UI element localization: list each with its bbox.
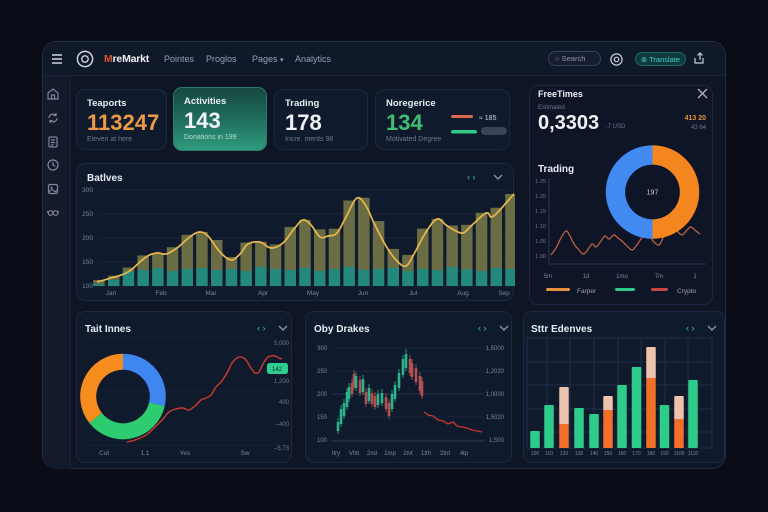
svg-text:Trading: Trading [538,164,574,175]
svg-text:FreeTimes: FreeTimes [538,89,583,99]
svg-text:Jan: Jan [106,290,117,297]
svg-text:1,200: 1,200 [274,379,290,385]
svg-text:1,500: 1,500 [489,438,505,444]
svg-text:Farper: Farper [577,288,597,295]
svg-text:142: 142 [272,367,283,373]
svg-text:1.25: 1.25 [535,179,546,185]
svg-text:–5,73: –5,73 [274,446,290,452]
svg-text:‹ ›: ‹ › [467,172,476,182]
svg-text:150: 150 [317,415,328,421]
svg-text:5m: 5m [544,274,552,280]
svg-text:,7 USD: ,7 USD [606,124,626,130]
svg-text:Oby Drakes: Oby Drakes [314,324,370,335]
svg-text:100: 100 [317,438,328,444]
svg-text:1.10: 1.10 [535,224,546,230]
svg-text:Jul: Jul [409,290,418,297]
svg-text:‹ ›: ‹ › [257,323,266,333]
svg-text:150: 150 [604,451,613,457]
svg-text:Sw: Sw [240,450,249,457]
svg-text:120: 120 [560,451,569,457]
svg-text:1110: 1110 [688,451,699,457]
svg-text:Sttr Edenves: Sttr Edenves [531,324,593,335]
svg-text:4tp: 4tp [460,451,469,457]
svg-text:160: 160 [618,451,627,457]
svg-text:1,0000: 1,0000 [486,392,505,398]
svg-text:0,3303: 0,3303 [538,112,599,134]
svg-text:1.20: 1.20 [535,194,546,200]
svg-text:‹ ›: ‹ › [478,323,487,333]
svg-text:Cut: Cut [99,450,109,457]
svg-text:300: 300 [82,187,93,194]
svg-text:Sep: Sep [498,290,510,297]
svg-text:250: 250 [317,369,328,375]
svg-text:100: 100 [82,283,93,290]
svg-text:7m: 7m [655,274,663,280]
svg-text:1: 1 [693,274,697,280]
svg-text:≈ 185: ≈ 185 [479,115,497,122]
svg-text:1mo: 1mo [616,274,628,280]
svg-text:413 20: 413 20 [685,115,707,122]
svg-text:300: 300 [317,346,328,352]
svg-text:200: 200 [317,392,328,398]
svg-text:250: 250 [82,211,93,218]
svg-text:Jun: Jun [358,290,369,297]
svg-text:1100: 1100 [674,451,685,457]
svg-text:‹ ›: ‹ › [686,323,695,333]
svg-text:2tvt: 2tvt [403,451,413,457]
svg-text:1.05: 1.05 [535,239,546,245]
svg-text:Apr: Apr [258,290,269,297]
svg-text:Aug: Aug [457,290,469,297]
svg-text:197: 197 [647,190,659,197]
svg-text:1,5020: 1,5020 [486,415,505,421]
svg-text:Batlves: Batlves [87,173,123,184]
svg-text:100: 100 [531,451,540,457]
svg-text:Estimated: Estimated [538,105,565,111]
svg-text:1d: 1d [583,274,590,280]
svg-text:190: 190 [660,451,669,457]
svg-text:1mp: 1mp [384,451,396,457]
svg-text:150: 150 [82,259,93,266]
svg-text:Itry: Itry [332,451,340,457]
svg-text:110: 110 [545,451,553,457]
svg-text:Crypto: Crypto [677,288,697,295]
svg-text:Tait Innes: Tait Innes [85,324,131,335]
svg-text:200: 200 [82,235,93,242]
svg-text:130: 130 [575,451,584,457]
svg-text:140: 140 [590,451,599,457]
svg-text:Vhtl: Vhtl [349,451,359,457]
svg-text:–400: –400 [276,422,290,428]
svg-text:Mar: Mar [205,290,217,297]
svg-text:May: May [307,290,320,297]
svg-text:43 64: 43 64 [691,125,707,131]
svg-text:1tth: 1tth [421,451,431,457]
svg-text:170: 170 [632,451,641,457]
svg-text:1.15: 1.15 [535,209,546,215]
svg-text:1,2020: 1,2020 [486,369,505,375]
svg-text:2nd: 2nd [367,451,377,457]
svg-text:5,000: 5,000 [274,341,290,347]
svg-text:1.00: 1.00 [535,254,546,260]
svg-text:2tnt: 2tnt [440,451,450,457]
svg-text:1,5000: 1,5000 [486,346,505,352]
svg-text:400: 400 [279,400,290,406]
svg-text:180: 180 [647,451,656,457]
svg-text:Yes: Yes [180,450,191,457]
svg-text:1.1: 1.1 [140,450,149,457]
svg-text:Feb: Feb [155,290,167,297]
